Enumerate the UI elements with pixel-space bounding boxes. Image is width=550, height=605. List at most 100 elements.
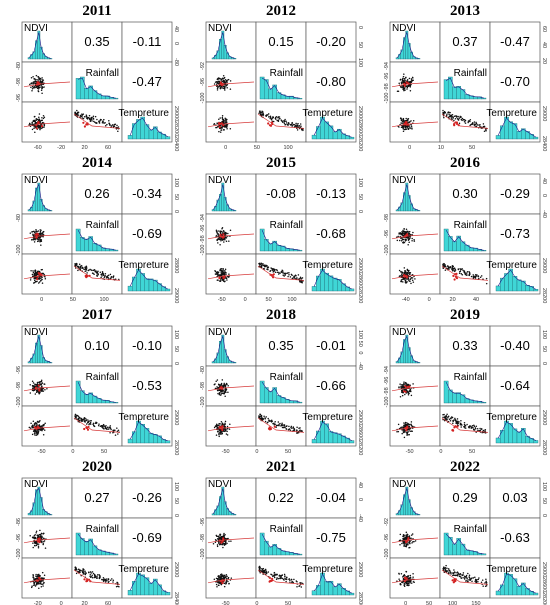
scatter-point: [85, 419, 88, 422]
scatter-point: [100, 276, 102, 279]
scatter-point: [407, 271, 410, 273]
highlight-point: [221, 540, 224, 543]
scatter-point: [459, 422, 462, 425]
scatter-point: [86, 272, 88, 274]
tick-label: 50: [357, 42, 363, 48]
cell-frame: [71, 477, 123, 519]
scatter-point: [258, 263, 261, 266]
scatter-point: [223, 574, 225, 576]
scatter-point: [216, 239, 218, 242]
scatter-point: [296, 432, 298, 435]
scatter-point: [32, 420, 35, 422]
variable-label: Tempreture: [486, 564, 537, 575]
scatter-point: [478, 577, 480, 579]
scatter-point: [218, 238, 220, 241]
scatter-point: [76, 113, 78, 115]
scatter-cell: [73, 109, 121, 132]
scatter-point: [37, 236, 40, 239]
scatter-point: [74, 264, 77, 266]
scatter-point: [285, 122, 288, 124]
scatter-point: [402, 130, 405, 132]
scatter-point: [406, 584, 408, 586]
scatter-point: [468, 273, 471, 276]
tick-label: 40: [357, 482, 363, 488]
histogram-bar: [148, 432, 154, 444]
scatter-point: [87, 419, 89, 421]
scatter-point: [480, 581, 483, 583]
scatter-point: [29, 232, 32, 234]
scatter-point: [288, 578, 290, 581]
scatter-point: [216, 279, 219, 281]
histogram-bar: [332, 131, 338, 140]
scatter-point: [283, 275, 285, 277]
histogram-bar: [27, 209, 31, 212]
tick-label: -96: [16, 366, 22, 374]
scatter-cell: [391, 117, 439, 132]
highlight-point: [272, 273, 275, 276]
scatter-point: [262, 567, 265, 570]
tick-label: 20: [541, 58, 547, 64]
tick-label: -50: [38, 449, 46, 455]
smooth-line: [257, 265, 305, 281]
scatter-point: [291, 427, 293, 429]
tick-label: 0: [60, 601, 63, 605]
scatter-point: [36, 87, 39, 90]
tick-label: 50: [426, 601, 432, 605]
histogram-bar: [297, 401, 303, 404]
scatter-point: [450, 571, 452, 574]
cell-frame: [205, 517, 257, 559]
scatter-point: [225, 121, 227, 123]
scatter-point: [472, 274, 474, 276]
scatter-point: [300, 125, 302, 127]
scatter-point: [40, 89, 43, 92]
scatter-point: [75, 572, 78, 575]
scatter-point: [217, 424, 220, 427]
scatter-point: [104, 578, 107, 581]
scatter-point: [105, 427, 108, 429]
scatter-point: [218, 581, 220, 584]
correlation-value: 0.33: [452, 338, 477, 353]
scatter-point: [35, 81, 37, 83]
scatter-point: [403, 81, 406, 83]
cell-frame: [389, 61, 441, 103]
tick-label: 28600: [357, 425, 363, 440]
scatter-point: [219, 533, 222, 536]
scatter-point: [404, 126, 407, 129]
scatter-point: [411, 533, 414, 535]
scatter-point: [410, 424, 413, 427]
scatter-point: [278, 271, 280, 274]
scatter-point: [453, 115, 456, 118]
year-title: 2014: [82, 155, 113, 171]
scatter-point: [404, 534, 406, 536]
scatter-point: [449, 570, 451, 573]
scatter-point: [461, 268, 463, 270]
tick-label: -96: [384, 377, 390, 385]
histogram-bar: [452, 392, 457, 404]
correlation-value: -0.63: [500, 530, 530, 545]
histogram-bar: [410, 203, 413, 212]
tick-label: 28600: [541, 577, 547, 592]
tick-label: 100: [287, 297, 296, 303]
scatter-point: [454, 571, 456, 574]
cell-frame: [389, 253, 441, 295]
variable-label: NDVI: [24, 23, 48, 34]
scatter-point: [93, 425, 96, 428]
scatter-point: [470, 275, 473, 278]
scatter-point: [36, 431, 39, 434]
tick-label: -100: [384, 92, 390, 103]
scatter-point: [226, 575, 228, 577]
scatter-point: [445, 416, 447, 418]
cell-frame: [255, 101, 307, 143]
cell-frame: [389, 405, 441, 447]
scatter-point: [258, 416, 260, 419]
scatter-point: [223, 543, 226, 545]
scatter-point: [101, 272, 104, 274]
scatter-point: [99, 271, 102, 273]
tick-label: -100: [384, 396, 390, 407]
scatter-point: [413, 275, 415, 278]
scatter-point: [223, 76, 226, 79]
scatter-point: [408, 269, 410, 272]
histogram-bar: [328, 275, 334, 292]
scatter-point: [223, 384, 225, 386]
